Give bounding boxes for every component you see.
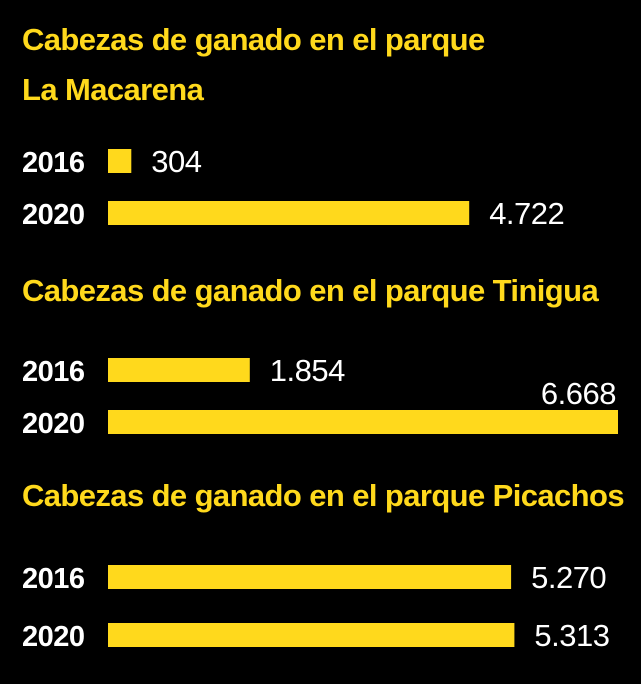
bar: [108, 410, 618, 434]
chart-panel-1: Cabezas de ganado en el parque La Macaren…: [22, 22, 565, 231]
data-label: 304: [151, 144, 201, 179]
category-label: 2016: [22, 147, 85, 179]
category-label: 2016: [22, 563, 85, 595]
data-label: 6.668: [541, 376, 616, 411]
bar: [108, 565, 512, 589]
data-label: 4.722: [489, 196, 564, 231]
chart-panel-3: Cabezas de ganado en el parque Picachos 2…: [22, 478, 625, 653]
category-label: 2016: [22, 356, 85, 388]
chart-title: La Macarena: [22, 72, 205, 107]
data-label: 5.313: [534, 618, 609, 653]
chart-title: Cabezas de ganado en el parque Tinigua: [22, 273, 599, 308]
bar: [108, 358, 250, 382]
chart-panel-2: Cabezas de ganado en el parque Tinigua 20…: [22, 273, 618, 440]
bar: [108, 149, 132, 173]
data-label: 5.270: [531, 560, 606, 595]
chart-title: Cabezas de ganado en el parque Picachos: [22, 478, 624, 513]
bar: [108, 623, 515, 647]
chart-title: Cabezas de ganado en el parque: [22, 22, 485, 57]
category-label: 2020: [22, 199, 85, 231]
data-label: 1.854: [270, 353, 345, 388]
category-label: 2020: [22, 408, 85, 440]
bar: [108, 201, 470, 225]
category-label: 2020: [22, 621, 85, 653]
